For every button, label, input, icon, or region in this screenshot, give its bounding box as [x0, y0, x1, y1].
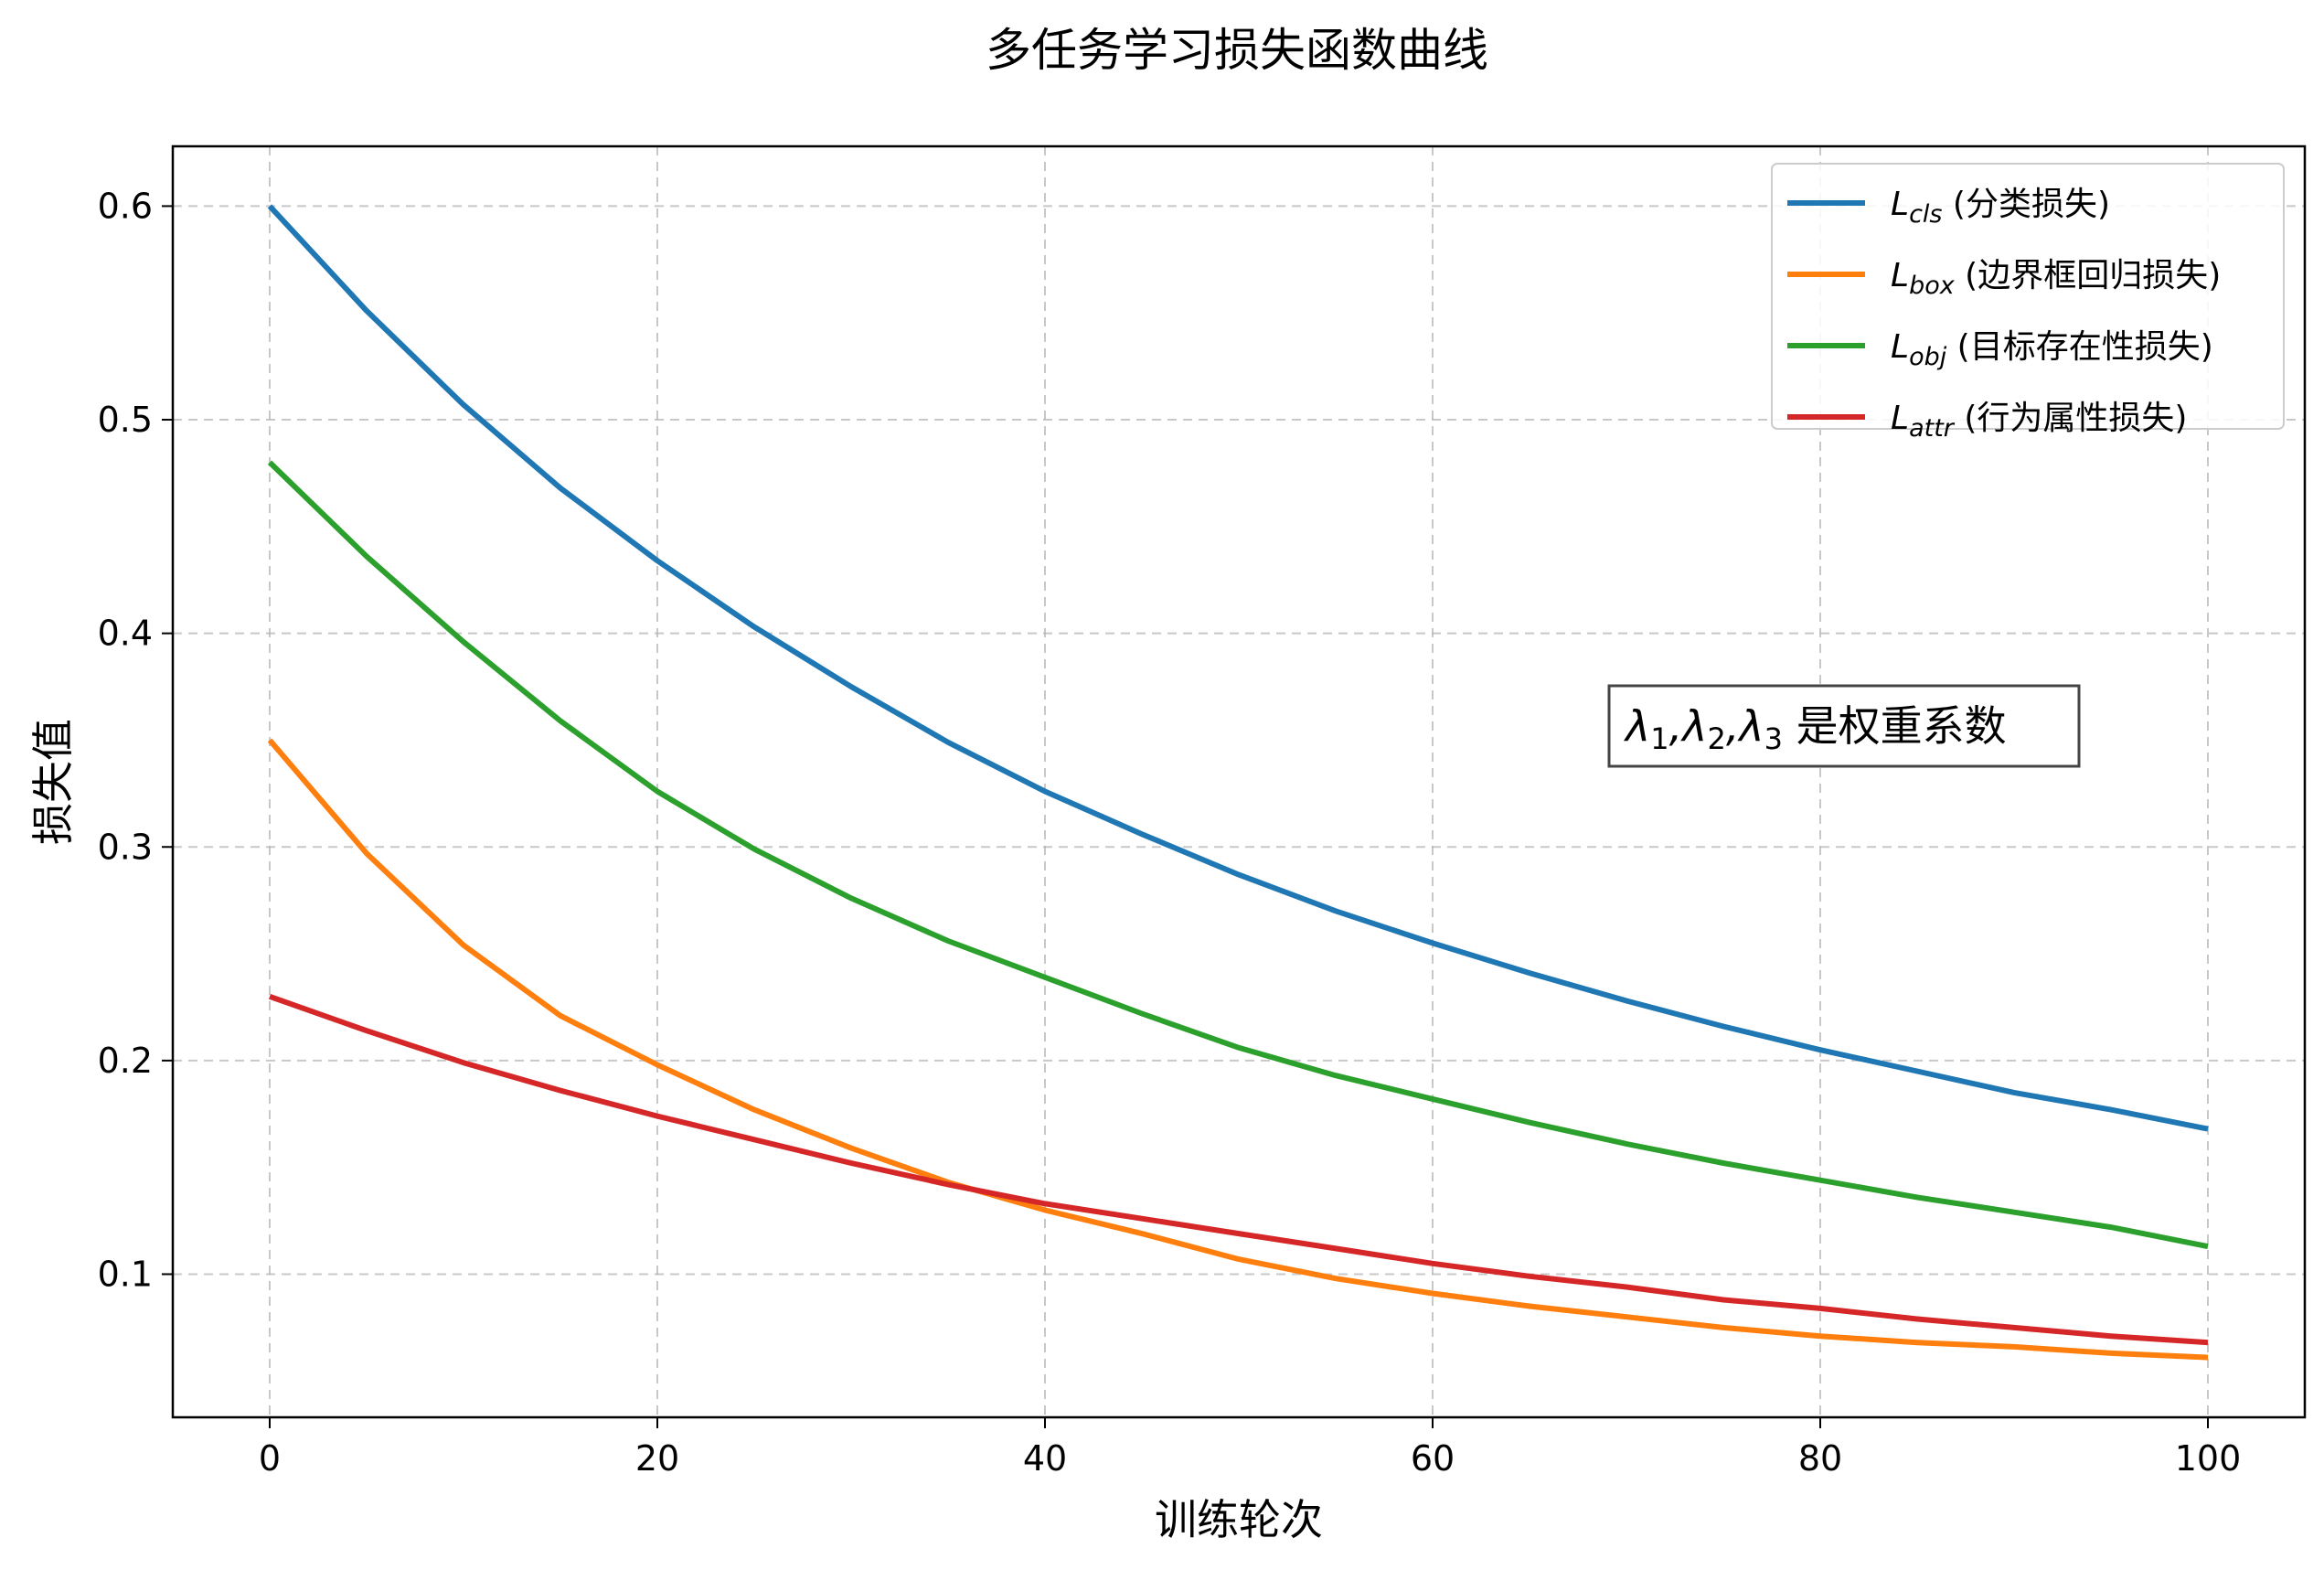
plot-area-frame [171, 144, 2307, 1419]
legend-frame [1771, 163, 2285, 430]
x-tick-label: 100 [2175, 1438, 2242, 1479]
series-lines [267, 204, 2209, 1361]
series-line-obj [267, 460, 2209, 1250]
annotation-frame [1607, 684, 2081, 768]
x-tick-label: 60 [1411, 1438, 1455, 1479]
y-tick-label: 0.2 [98, 1041, 153, 1081]
y-axis-label: 损失值 [28, 719, 78, 845]
legend-label-cls: Lcls (分类损失) [1891, 186, 2110, 229]
x-tick-label: 0 [259, 1438, 281, 1479]
series-line-cls [267, 204, 2209, 1132]
legend-label-obj: Lobj (目标存在性损失) [1891, 328, 2213, 371]
annotation-text: λ1,λ2,λ3 是权重系数 [1623, 701, 2007, 756]
x-axis-label: 训练轮次 [1155, 1495, 1323, 1544]
y-axis-ticks: 0.1 0.2 0.3 0.4 0.5 0.6 [98, 186, 173, 1294]
legend: Lcls (分类损失) Lbox (边界框回归损失) Lobj (目标存在性损失) L… [1771, 163, 2285, 443]
x-tick-label: 80 [1798, 1438, 1842, 1479]
y-tick-label: 0.5 [98, 400, 153, 440]
y-tick-label: 0.6 [98, 186, 153, 226]
series-line-attr [269, 993, 2209, 1346]
y-tick-label: 0.4 [98, 614, 153, 654]
series-line-box [267, 738, 2209, 1361]
y-tick-label: 0.3 [98, 827, 153, 867]
x-tick-label: 20 [635, 1438, 679, 1479]
y-tick-label: 0.1 [98, 1254, 153, 1294]
legend-label-box: Lbox (边界框回归损失) [1891, 257, 2221, 300]
chart-title: 多任务学习损失函数曲线 [986, 24, 1488, 77]
x-axis-ticks: 0 20 40 60 80 100 [259, 1417, 2241, 1479]
x-tick-label: 40 [1023, 1438, 1067, 1479]
legend-label-attr: Lattr (行为属性损失) [1891, 400, 2187, 443]
annotation-box: λ1,λ2,λ3 是权重系数 [1607, 684, 2081, 768]
